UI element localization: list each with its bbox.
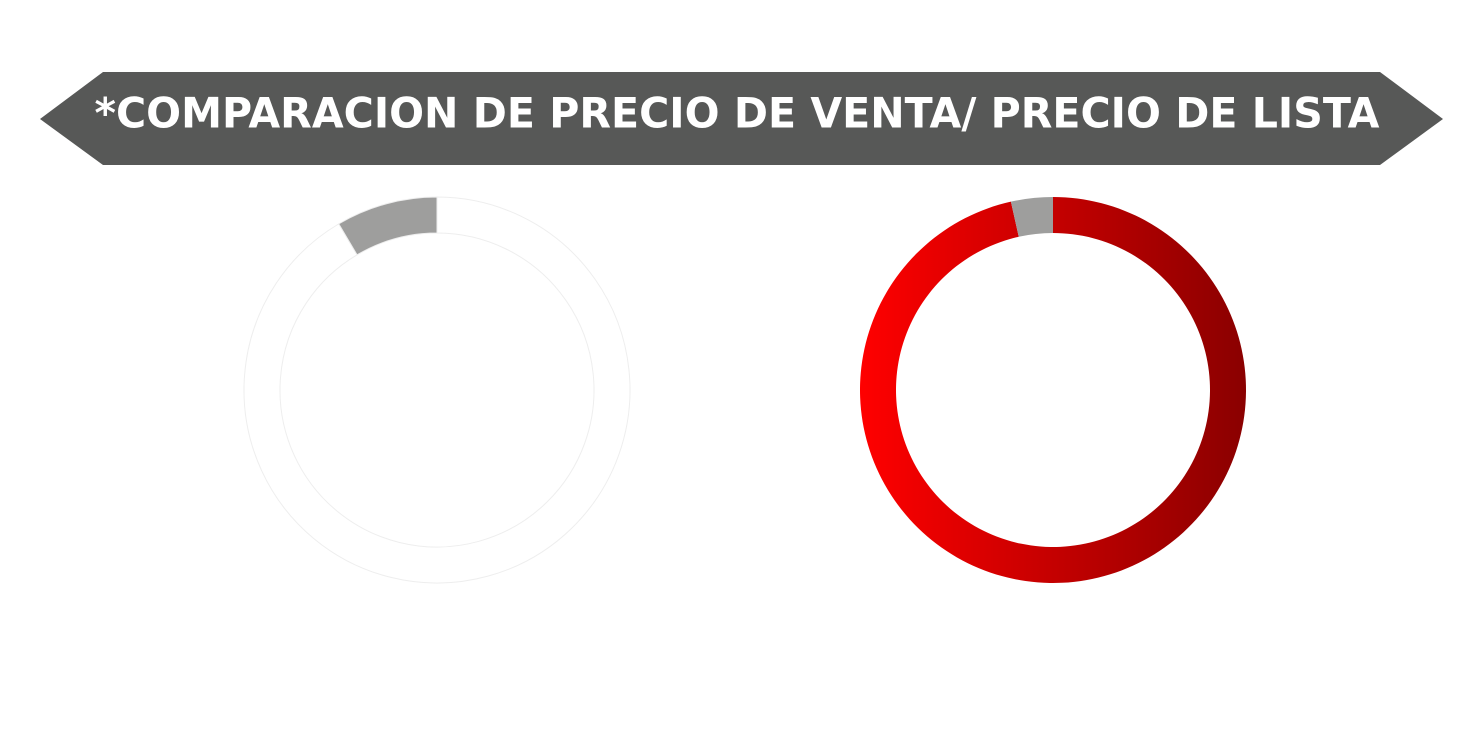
- donut-segment: [860, 197, 1246, 584]
- donut-segment: [1010, 197, 1053, 237]
- title-banner: [40, 72, 1443, 165]
- donut-segment: [338, 196, 438, 256]
- donut-segment: [243, 196, 631, 584]
- page-title: *COMPARACION DE PRECIO DE VENTA/ PRECIO …: [95, 89, 1380, 138]
